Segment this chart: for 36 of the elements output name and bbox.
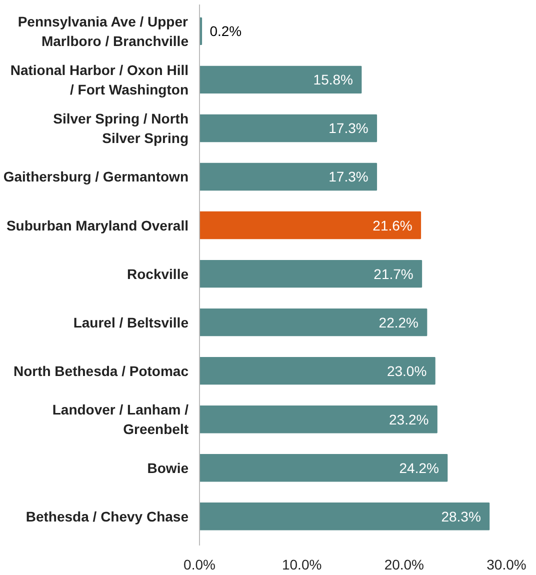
data-label: 23.2%: [389, 411, 429, 428]
data-label: 21.6%: [372, 217, 412, 234]
bar: [200, 260, 422, 288]
bar: [200, 211, 422, 240]
y-tick-label: Landover / Lanham / Greenbelt: [52, 402, 189, 437]
data-label: 28.3%: [441, 508, 481, 524]
y-tick-label: Gaithersburg / Germantown: [3, 168, 189, 185]
data-label: 0.2%: [210, 23, 242, 40]
y-tick-label: Laurel / Beltsville: [73, 314, 189, 330]
data-label: 15.8%: [313, 72, 354, 88]
y-tick-label: Bethesda / Chevy Chase: [26, 508, 189, 524]
y-tick-label: National Harbor / Oxon Hill / Fort Washington: [10, 62, 189, 98]
x-tick-label: 10.0%: [282, 556, 322, 572]
bar: [200, 356, 436, 385]
x-tick-label: 0.0%: [184, 556, 216, 572]
data-label: 21.7%: [374, 266, 414, 282]
y-tick-label: Suburban Maryland Overall: [6, 217, 189, 234]
x-tick-label: 20.0%: [384, 556, 424, 572]
data-label: 23.0%: [386, 362, 427, 379]
y-tick-label: Silver Spring / North Silver Spring: [53, 110, 189, 146]
data-label: 17.3%: [328, 168, 368, 185]
bar: [200, 162, 378, 191]
bar: [200, 454, 448, 482]
bar: [200, 66, 362, 94]
y-tick-label: Bowie: [147, 460, 189, 476]
data-label: 22.2%: [378, 314, 418, 330]
bar: [200, 308, 428, 336]
bar: [200, 502, 490, 530]
data-label: 24.2%: [399, 460, 439, 476]
bar: [200, 406, 438, 434]
y-tick-label: Pennsylvania Ave / Upper Marlboro / Branchville: [18, 14, 189, 49]
data-label: 17.3%: [328, 120, 368, 136]
bar: [200, 114, 378, 142]
y-tick-label: North Bethesda / Potomac: [13, 362, 189, 379]
x-tick-label: 30.0%: [486, 556, 526, 572]
y-tick-label: Rockville: [127, 266, 189, 282]
